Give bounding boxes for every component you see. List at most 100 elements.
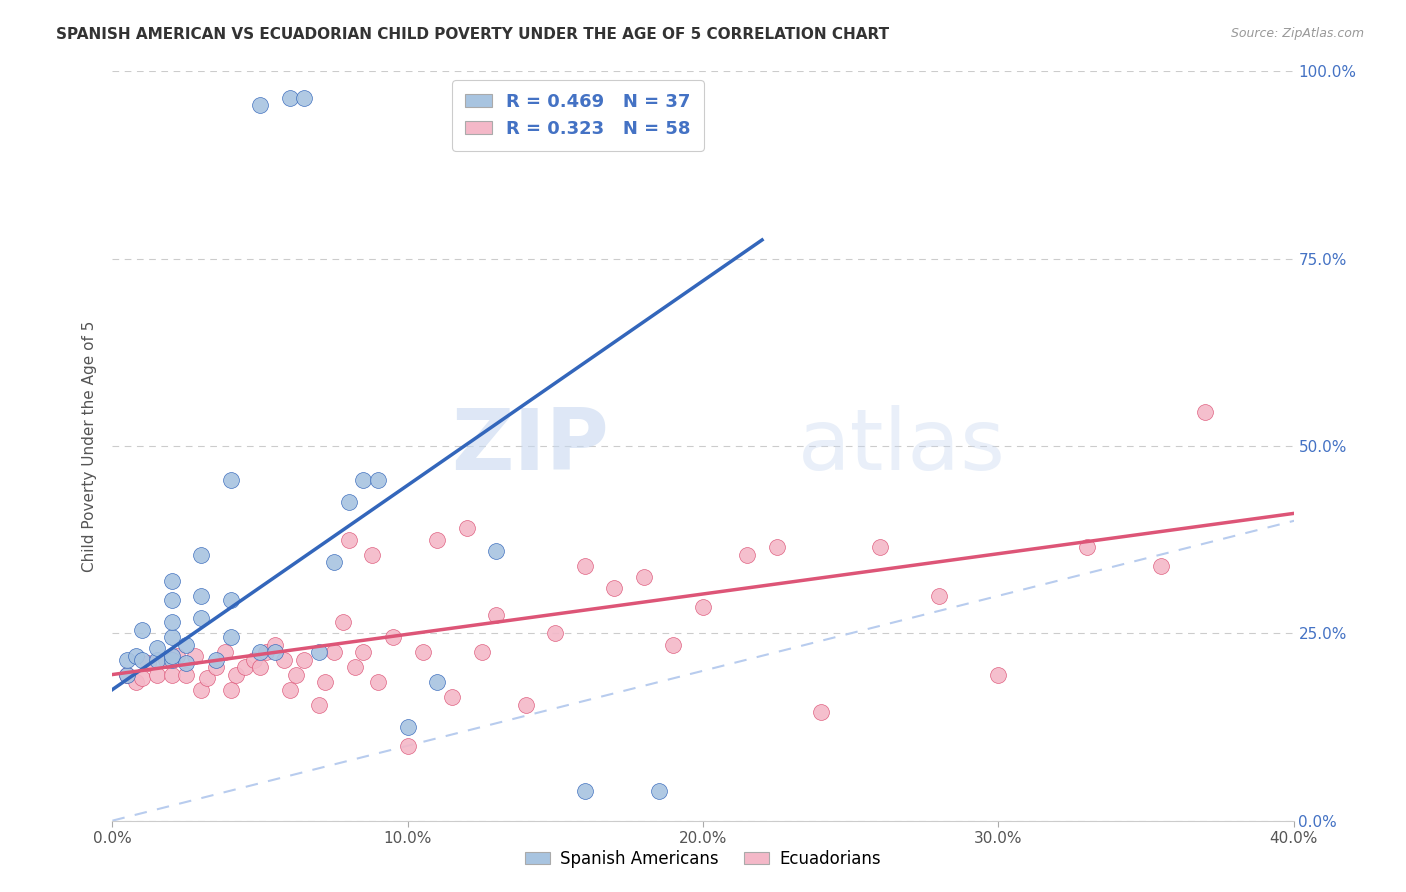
Point (396, 739, 419, 753)
Point (396, 720, 419, 734)
Point (323, 555, 346, 569)
Point (146, 667, 169, 681)
Point (117, 652, 138, 666)
Point (544, 626, 567, 640)
Point (314, 675, 336, 690)
Point (146, 641, 169, 656)
Point (117, 667, 138, 681)
Point (249, 98, 271, 112)
Point (160, 615, 183, 629)
Point (254, 645, 277, 659)
Point (146, 652, 169, 666)
Point (361, 548, 384, 562)
Point (190, 611, 212, 625)
Point (337, 495, 360, 509)
Point (603, 582, 626, 596)
Point (367, 473, 389, 487)
Point (190, 548, 212, 562)
Point (131, 652, 153, 666)
Point (647, 783, 671, 797)
Point (219, 682, 242, 697)
Point (1150, 558, 1173, 573)
Point (278, 682, 301, 697)
Point (343, 660, 366, 674)
Point (160, 652, 183, 666)
Point (292, 652, 315, 666)
Point (928, 589, 950, 603)
Point (470, 645, 494, 659)
Point (766, 540, 789, 554)
Point (869, 540, 891, 554)
Point (411, 645, 433, 659)
Point (131, 671, 153, 685)
Point (1076, 540, 1098, 554)
Point (441, 690, 464, 704)
Point (308, 698, 330, 712)
Point (117, 667, 138, 681)
Point (485, 544, 508, 558)
Point (352, 473, 374, 487)
Point (243, 652, 266, 666)
Point (278, 90, 301, 104)
Legend: R = 0.469   N = 37, R = 0.323   N = 58: R = 0.469 N = 37, R = 0.323 N = 58 (453, 80, 703, 151)
Point (426, 675, 449, 690)
Point (131, 623, 153, 637)
Point (160, 574, 183, 588)
Point (292, 90, 315, 104)
Point (160, 667, 183, 681)
Point (225, 667, 247, 681)
Point (136, 657, 159, 671)
Point (987, 667, 1010, 681)
Point (308, 645, 330, 659)
Point (219, 592, 242, 607)
Point (174, 638, 197, 652)
Point (155, 652, 177, 666)
Point (1194, 405, 1216, 419)
Point (284, 667, 307, 681)
Point (485, 607, 508, 622)
Point (190, 682, 212, 697)
Point (426, 533, 449, 547)
Point (160, 630, 183, 644)
Point (249, 645, 271, 659)
Point (456, 521, 478, 535)
Point (214, 645, 236, 659)
Point (323, 645, 346, 659)
Point (662, 638, 685, 652)
Point (264, 645, 287, 659)
Point (352, 645, 374, 659)
Point (633, 570, 655, 584)
Text: atlas: atlas (797, 404, 1005, 488)
Point (205, 652, 228, 666)
Point (190, 589, 212, 603)
Point (332, 615, 354, 629)
Text: SPANISH AMERICAN VS ECUADORIAN CHILD POVERTY UNDER THE AGE OF 5 CORRELATION CHAR: SPANISH AMERICAN VS ECUADORIAN CHILD POV… (56, 27, 890, 42)
Point (382, 630, 405, 644)
Point (515, 698, 537, 712)
Point (692, 600, 714, 615)
Point (166, 648, 188, 663)
Point (810, 705, 832, 719)
Legend: Spanish Americans, Ecuadorians: Spanish Americans, Ecuadorians (519, 844, 887, 875)
Point (574, 783, 596, 797)
Point (367, 675, 389, 690)
Point (219, 630, 242, 644)
Point (174, 667, 197, 681)
Point (174, 657, 197, 671)
Point (337, 533, 360, 547)
Y-axis label: Child Poverty Under the Age of 5: Child Poverty Under the Age of 5 (82, 320, 97, 572)
Point (160, 592, 183, 607)
Point (184, 648, 207, 663)
Point (737, 548, 759, 562)
Point (574, 558, 596, 573)
Text: Source: ZipAtlas.com: Source: ZipAtlas.com (1230, 27, 1364, 40)
Point (264, 638, 287, 652)
Point (273, 652, 295, 666)
Point (125, 675, 148, 690)
Point (160, 648, 183, 663)
Point (195, 671, 218, 685)
Point (205, 660, 228, 674)
Point (249, 660, 271, 674)
Point (233, 660, 256, 674)
Text: ZIP: ZIP (451, 404, 609, 488)
